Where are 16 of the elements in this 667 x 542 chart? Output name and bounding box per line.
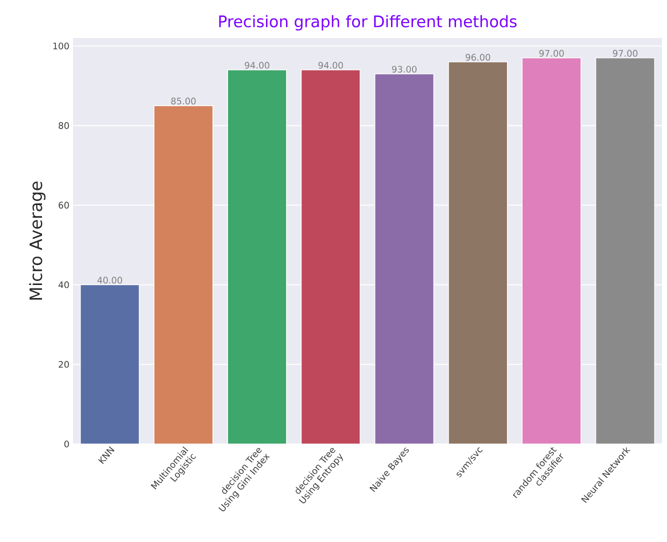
y-tick-label: 60 — [58, 202, 69, 209]
y-tick-label: 40 — [58, 281, 69, 288]
data-label: 85.00 — [171, 98, 196, 104]
data-label: 93.00 — [392, 66, 417, 73]
data-label: 96.00 — [466, 54, 490, 61]
data-label: 94.00 — [318, 62, 343, 69]
y-tick-label: 20 — [58, 361, 69, 368]
data-label: 40.00 — [97, 276, 122, 284]
data-label: 94.00 — [244, 62, 270, 69]
y-axis-title: Micro Average — [29, 182, 46, 300]
data-label: 97.00 — [612, 50, 638, 57]
data-label: 97.00 — [539, 50, 564, 57]
y-tick-label: 0 — [64, 440, 69, 448]
chart-title: Precision graph for Different methods — [219, 15, 517, 30]
y-tick-label: 100 — [53, 42, 69, 50]
y-tick-label: 80 — [58, 122, 69, 129]
